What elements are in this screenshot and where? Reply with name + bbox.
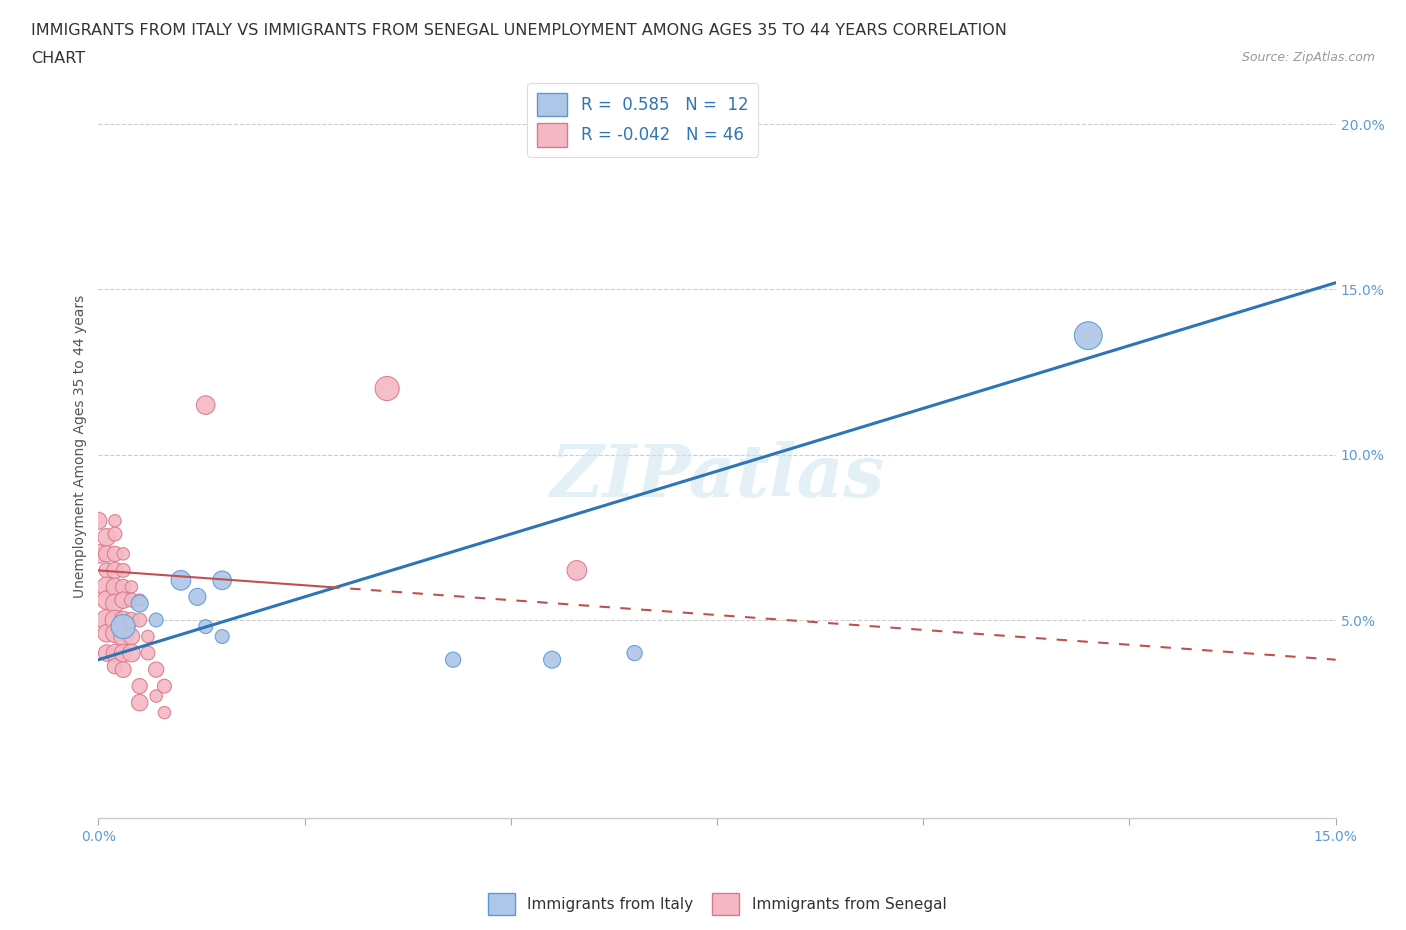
Point — [153, 705, 176, 720]
Point — [153, 679, 176, 694]
Text: ZIPatlas: ZIPatlas — [550, 441, 884, 512]
Point — [128, 596, 150, 611]
Point — [112, 613, 135, 628]
Point — [96, 645, 118, 660]
Point — [112, 629, 135, 644]
Point — [96, 530, 118, 545]
Point — [112, 563, 135, 578]
Text: IMMIGRANTS FROM ITALY VS IMMIGRANTS FROM SENEGAL UNEMPLOYMENT AMONG AGES 35 TO 4: IMMIGRANTS FROM ITALY VS IMMIGRANTS FROM… — [31, 23, 1007, 38]
Point — [112, 645, 135, 660]
Point — [87, 547, 110, 562]
Point — [112, 547, 135, 562]
Point — [104, 626, 127, 641]
Point — [96, 563, 118, 578]
Point — [120, 645, 142, 660]
Point — [104, 547, 127, 562]
Point — [1077, 328, 1099, 343]
Point — [104, 596, 127, 611]
Point — [211, 629, 233, 644]
Point — [136, 645, 159, 660]
Point — [194, 619, 217, 634]
Point — [120, 629, 142, 644]
Point — [104, 579, 127, 594]
Point — [120, 579, 142, 594]
Point — [87, 513, 110, 528]
Point — [96, 626, 118, 641]
Point — [565, 563, 588, 578]
Y-axis label: Unemployment Among Ages 35 to 44 years: Unemployment Among Ages 35 to 44 years — [73, 295, 87, 598]
Point — [112, 592, 135, 607]
Point — [145, 613, 167, 628]
Point — [120, 613, 142, 628]
Point — [136, 629, 159, 644]
Point — [128, 679, 150, 694]
Point — [145, 688, 167, 703]
Text: Source: ZipAtlas.com: Source: ZipAtlas.com — [1241, 51, 1375, 64]
Point — [128, 613, 150, 628]
Point — [104, 563, 127, 578]
Point — [112, 579, 135, 594]
Point — [104, 645, 127, 660]
Point — [194, 398, 217, 413]
Point — [186, 590, 208, 604]
Point — [623, 645, 645, 660]
Point — [375, 381, 398, 396]
Point — [128, 696, 150, 711]
Point — [128, 592, 150, 607]
Point — [541, 652, 564, 667]
Point — [120, 592, 142, 607]
Point — [96, 592, 118, 607]
Point — [96, 579, 118, 594]
Legend: Immigrants from Italy, Immigrants from Senegal: Immigrants from Italy, Immigrants from S… — [479, 885, 955, 923]
Point — [104, 658, 127, 673]
Point — [441, 652, 464, 667]
Point — [211, 573, 233, 588]
Point — [145, 662, 167, 677]
Point — [112, 662, 135, 677]
Point — [112, 619, 135, 634]
Point — [96, 613, 118, 628]
Point — [104, 613, 127, 628]
Point — [104, 526, 127, 541]
Point — [170, 573, 193, 588]
Point — [104, 513, 127, 528]
Point — [96, 547, 118, 562]
Text: CHART: CHART — [31, 51, 84, 66]
